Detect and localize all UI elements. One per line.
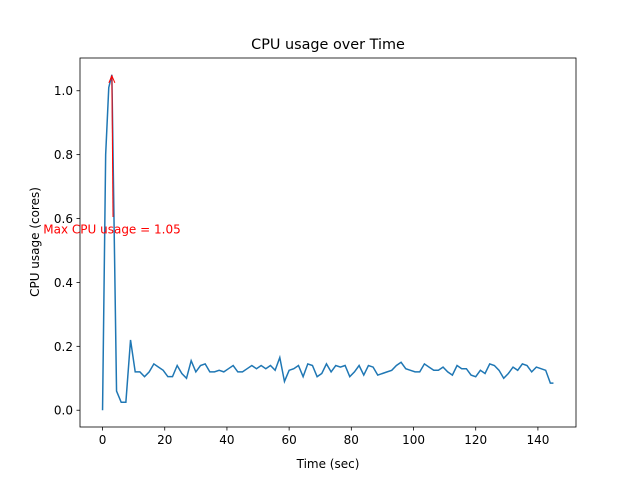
x-tick-label: 80 bbox=[344, 433, 359, 447]
annotation-arrow bbox=[111, 75, 114, 218]
y-tick-label: 0.2 bbox=[54, 340, 73, 354]
y-axis-label: CPU usage (cores) bbox=[28, 187, 42, 297]
y-tick-label: 0.8 bbox=[54, 148, 73, 162]
x-tick-label: 0 bbox=[99, 433, 107, 447]
chart-title: CPU usage over Time bbox=[251, 37, 405, 53]
plot-frame bbox=[79, 57, 577, 428]
x-tick-label: 20 bbox=[157, 433, 172, 447]
y-tick-label: 0.6 bbox=[54, 212, 73, 226]
x-tick-label: 40 bbox=[219, 433, 234, 447]
annotation-text: Max CPU usage = 1.05 bbox=[43, 223, 180, 237]
x-tick-label: 60 bbox=[281, 433, 296, 447]
annotation-arrowhead bbox=[108, 74, 116, 83]
data-line bbox=[101, 74, 554, 411]
x-tick-label: 100 bbox=[402, 433, 425, 447]
y-tick-label: 1.0 bbox=[54, 84, 73, 98]
x-tick-label: 140 bbox=[526, 433, 549, 447]
x-tick-label: 120 bbox=[464, 433, 487, 447]
y-tick-label: 0.4 bbox=[54, 276, 73, 290]
x-axis-label: Time (sec) bbox=[296, 457, 360, 471]
y-tick-label: 0.0 bbox=[54, 404, 73, 418]
